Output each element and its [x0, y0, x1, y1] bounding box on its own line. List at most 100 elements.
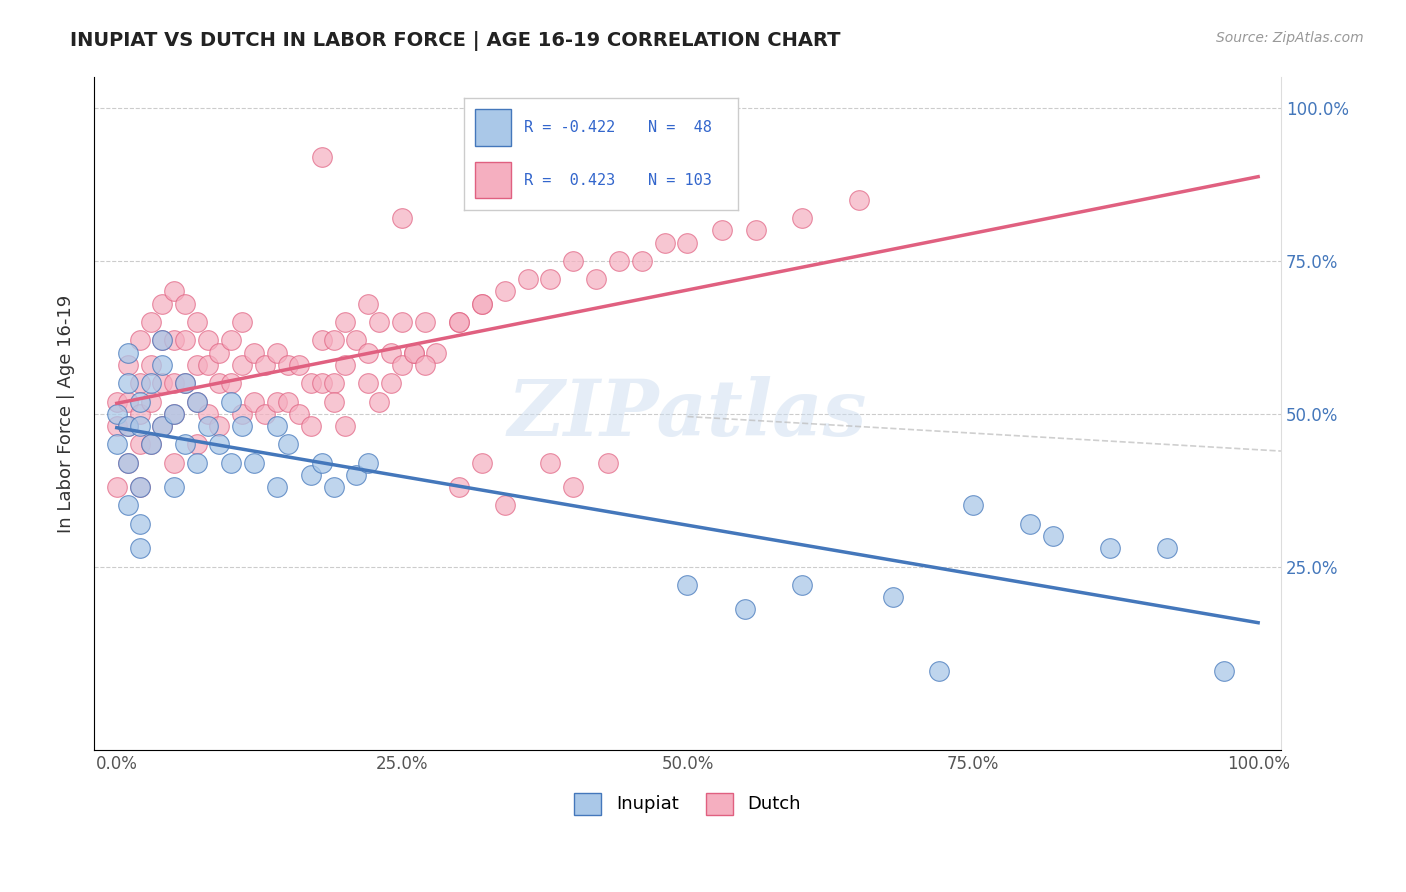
- Point: [471, 296, 494, 310]
- Point: [186, 437, 208, 451]
- Point: [231, 419, 253, 434]
- Point: [654, 235, 676, 250]
- Point: [208, 376, 231, 391]
- Point: [197, 407, 219, 421]
- Point: [562, 480, 585, 494]
- Point: [139, 315, 162, 329]
- Point: [219, 456, 242, 470]
- Point: [186, 456, 208, 470]
- Point: [117, 376, 139, 391]
- Point: [299, 467, 322, 482]
- Point: [128, 376, 150, 391]
- Point: [117, 419, 139, 434]
- Point: [449, 315, 471, 329]
- Point: [163, 407, 186, 421]
- Point: [152, 334, 174, 348]
- Point: [346, 334, 368, 348]
- Point: [333, 419, 356, 434]
- Point: [128, 407, 150, 421]
- Text: N =  48: N = 48: [648, 120, 711, 136]
- Point: [585, 272, 607, 286]
- Point: [540, 456, 562, 470]
- Point: [128, 480, 150, 494]
- FancyBboxPatch shape: [475, 109, 510, 146]
- Point: [219, 334, 242, 348]
- Text: N = 103: N = 103: [648, 172, 711, 187]
- Point: [962, 499, 984, 513]
- Point: [413, 315, 436, 329]
- Point: [152, 334, 174, 348]
- Point: [288, 358, 311, 372]
- Point: [471, 456, 494, 470]
- Point: [494, 499, 516, 513]
- Point: [322, 394, 344, 409]
- Point: [117, 358, 139, 372]
- Point: [299, 376, 322, 391]
- Point: [357, 296, 380, 310]
- Point: [357, 345, 380, 359]
- Point: [128, 419, 150, 434]
- Point: [1018, 516, 1040, 531]
- Point: [139, 358, 162, 372]
- Point: [117, 456, 139, 470]
- Text: ZIPatlas: ZIPatlas: [508, 376, 868, 452]
- Point: [266, 345, 288, 359]
- Point: [139, 376, 162, 391]
- Point: [128, 437, 150, 451]
- Point: [105, 437, 128, 451]
- Point: [163, 456, 186, 470]
- Point: [174, 334, 197, 348]
- Point: [346, 467, 368, 482]
- Point: [197, 358, 219, 372]
- Point: [1156, 541, 1178, 556]
- Point: [413, 358, 436, 372]
- Point: [254, 358, 277, 372]
- Point: [219, 394, 242, 409]
- Point: [117, 345, 139, 359]
- Point: [231, 315, 253, 329]
- Point: [105, 419, 128, 434]
- Point: [242, 456, 264, 470]
- Point: [174, 437, 197, 451]
- Point: [208, 419, 231, 434]
- Point: [197, 334, 219, 348]
- Point: [163, 334, 186, 348]
- Point: [402, 345, 425, 359]
- Point: [163, 376, 186, 391]
- Point: [231, 407, 253, 421]
- Point: [117, 394, 139, 409]
- Point: [152, 419, 174, 434]
- Point: [357, 376, 380, 391]
- Point: [139, 437, 162, 451]
- Point: [174, 376, 197, 391]
- Point: [128, 394, 150, 409]
- Point: [449, 480, 471, 494]
- Point: [266, 480, 288, 494]
- Point: [105, 407, 128, 421]
- Text: R =  0.423: R = 0.423: [524, 172, 616, 187]
- Point: [152, 358, 174, 372]
- Point: [277, 394, 299, 409]
- Point: [322, 334, 344, 348]
- Point: [311, 334, 333, 348]
- Point: [174, 376, 197, 391]
- Point: [790, 578, 813, 592]
- Point: [277, 437, 299, 451]
- Point: [117, 456, 139, 470]
- Point: [163, 480, 186, 494]
- Point: [1212, 664, 1234, 678]
- Point: [516, 272, 538, 286]
- Point: [630, 253, 652, 268]
- Point: [1042, 529, 1064, 543]
- Point: [231, 358, 253, 372]
- Point: [254, 407, 277, 421]
- Point: [152, 296, 174, 310]
- Point: [425, 345, 447, 359]
- Point: [197, 419, 219, 434]
- Point: [322, 480, 344, 494]
- Point: [128, 334, 150, 348]
- Point: [380, 376, 402, 391]
- Point: [710, 223, 733, 237]
- Point: [117, 419, 139, 434]
- Point: [152, 419, 174, 434]
